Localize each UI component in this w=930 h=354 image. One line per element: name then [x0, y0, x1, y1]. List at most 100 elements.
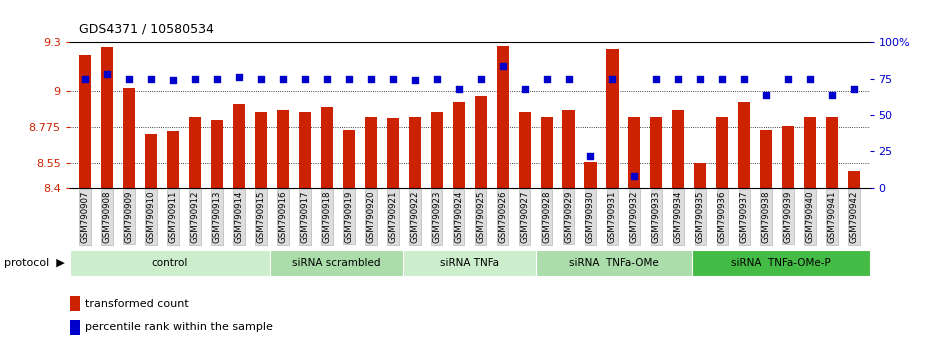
- Bar: [650, 117, 662, 188]
- Bar: [167, 131, 179, 188]
- Text: GSM790927: GSM790927: [520, 191, 529, 243]
- Point: [846, 86, 861, 92]
- Text: siRNA TNFa: siRNA TNFa: [440, 258, 499, 268]
- Text: GSM790934: GSM790934: [674, 191, 683, 243]
- Text: GSM790942: GSM790942: [850, 191, 858, 243]
- Point: [539, 76, 554, 81]
- Bar: [387, 118, 399, 188]
- Text: GSM790941: GSM790941: [828, 191, 837, 243]
- Bar: [563, 110, 575, 188]
- Text: GSM790932: GSM790932: [630, 191, 639, 243]
- Bar: [299, 112, 311, 188]
- Point: [407, 78, 422, 83]
- Bar: [519, 112, 531, 188]
- Bar: [321, 107, 333, 188]
- Point: [143, 76, 158, 81]
- Text: GSM790928: GSM790928: [542, 191, 551, 243]
- Bar: [692, 250, 870, 276]
- Bar: [584, 162, 596, 188]
- Text: GSM790925: GSM790925: [476, 191, 485, 243]
- Bar: [629, 117, 641, 188]
- Text: GSM790919: GSM790919: [344, 191, 353, 243]
- Bar: [70, 320, 80, 335]
- Bar: [540, 117, 552, 188]
- Point: [781, 76, 796, 81]
- Point: [517, 86, 532, 92]
- Text: siRNA  TNFa-OMe-P: siRNA TNFa-OMe-P: [731, 258, 830, 268]
- Text: GSM790912: GSM790912: [191, 191, 200, 243]
- Point: [209, 76, 224, 81]
- Bar: [453, 102, 465, 188]
- Point: [605, 76, 620, 81]
- Point: [188, 76, 203, 81]
- Text: GSM790924: GSM790924: [454, 191, 463, 243]
- Text: GSM790907: GSM790907: [81, 191, 89, 243]
- Point: [803, 76, 817, 81]
- Text: GSM790922: GSM790922: [410, 191, 419, 243]
- Point: [627, 173, 642, 179]
- Point: [254, 76, 269, 81]
- Bar: [255, 112, 267, 188]
- Point: [737, 76, 751, 81]
- Text: control: control: [152, 258, 188, 268]
- Point: [275, 76, 290, 81]
- Text: transformed count: transformed count: [85, 299, 189, 309]
- Text: GSM790913: GSM790913: [212, 191, 221, 243]
- Text: siRNA  TNFa-OMe: siRNA TNFa-OMe: [569, 258, 659, 268]
- Text: GSM790933: GSM790933: [652, 191, 661, 243]
- Text: percentile rank within the sample: percentile rank within the sample: [85, 322, 272, 332]
- Bar: [738, 102, 751, 188]
- Bar: [70, 250, 270, 276]
- Text: GSM790930: GSM790930: [586, 191, 595, 243]
- Bar: [716, 117, 728, 188]
- Text: GSM790926: GSM790926: [498, 191, 507, 243]
- Text: GSM790921: GSM790921: [388, 191, 397, 243]
- Point: [583, 153, 598, 159]
- Point: [166, 78, 180, 83]
- Point: [451, 86, 466, 92]
- Bar: [606, 49, 618, 188]
- Text: GSM790915: GSM790915: [257, 191, 265, 243]
- Bar: [497, 46, 509, 188]
- Text: GSM790916: GSM790916: [278, 191, 287, 243]
- Bar: [537, 250, 692, 276]
- Point: [385, 76, 400, 81]
- Bar: [189, 117, 201, 188]
- Point: [671, 76, 685, 81]
- Point: [561, 76, 576, 81]
- Point: [649, 76, 664, 81]
- Text: GDS4371 / 10580534: GDS4371 / 10580534: [79, 22, 214, 35]
- Bar: [70, 296, 80, 311]
- Point: [430, 76, 445, 81]
- Text: GSM790939: GSM790939: [784, 191, 792, 243]
- Text: GSM790909: GSM790909: [125, 191, 134, 243]
- Point: [759, 92, 774, 98]
- Text: protocol  ▶: protocol ▶: [5, 258, 65, 268]
- Point: [693, 76, 708, 81]
- Text: GSM790908: GSM790908: [102, 191, 112, 243]
- Point: [495, 63, 510, 69]
- Text: GSM790914: GSM790914: [234, 191, 244, 243]
- Bar: [101, 47, 113, 188]
- Bar: [695, 164, 707, 188]
- Bar: [232, 104, 245, 188]
- Point: [122, 76, 137, 81]
- Point: [341, 76, 356, 81]
- Text: GSM790935: GSM790935: [696, 191, 705, 243]
- Text: GSM790910: GSM790910: [147, 191, 155, 243]
- Bar: [804, 117, 817, 188]
- Point: [298, 76, 312, 81]
- Point: [473, 76, 488, 81]
- Text: GSM790940: GSM790940: [805, 191, 815, 243]
- Bar: [211, 120, 223, 188]
- Text: GSM790938: GSM790938: [762, 191, 771, 243]
- Text: GSM790931: GSM790931: [608, 191, 617, 243]
- Bar: [145, 135, 157, 188]
- Bar: [408, 117, 420, 188]
- Text: siRNA scrambled: siRNA scrambled: [292, 258, 380, 268]
- Text: GSM790917: GSM790917: [300, 191, 310, 243]
- Bar: [826, 117, 838, 188]
- Point: [364, 76, 379, 81]
- Text: GSM790920: GSM790920: [366, 191, 376, 243]
- Text: GSM790918: GSM790918: [323, 191, 331, 243]
